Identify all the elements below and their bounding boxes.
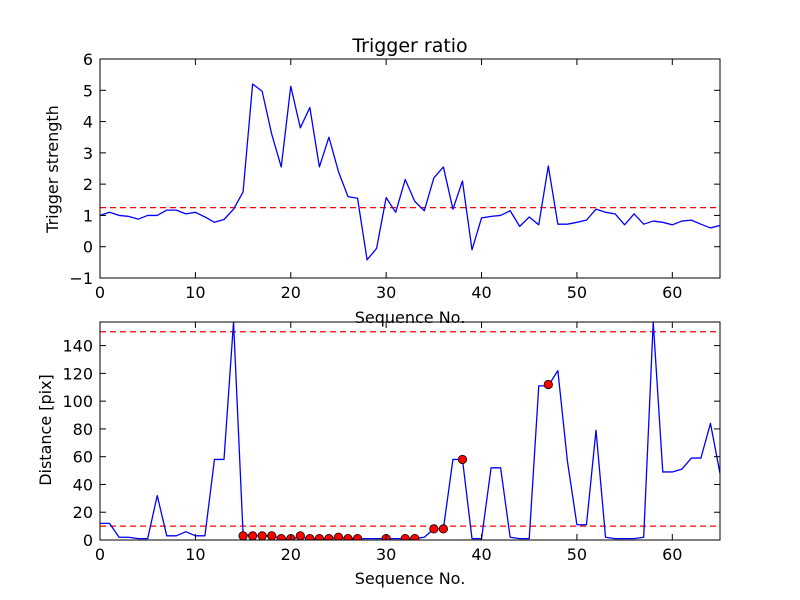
x-tick-label: 20 [281, 545, 301, 564]
data-point [429, 524, 439, 534]
y-tick-label: 40 [73, 475, 93, 494]
data-point [257, 531, 267, 540]
x-tick-label: 60 [662, 283, 682, 302]
y-tick-label: 6 [83, 50, 93, 69]
data-point [295, 531, 305, 540]
x-axis-label: Sequence No. [355, 308, 466, 327]
data-point [267, 531, 277, 540]
data-point [333, 532, 344, 540]
plot-area [100, 83, 720, 261]
y-tick-label: 0 [83, 238, 93, 257]
y-tick-label: 120 [62, 364, 93, 383]
y-tick-label: 2 [83, 175, 93, 194]
y-tick-label: 1 [83, 206, 93, 225]
y-tick-label: 100 [62, 392, 93, 411]
y-axis-label: Trigger strength [43, 105, 62, 234]
data-point [305, 534, 315, 540]
data-point [543, 379, 553, 390]
data-point [248, 531, 258, 540]
data-point [238, 531, 248, 540]
data-point [343, 534, 353, 540]
x-axis-label: Sequence No. [355, 569, 466, 588]
x-tick-label: 50 [567, 545, 587, 564]
data-point [324, 534, 334, 540]
x-tick-label: 40 [471, 545, 491, 564]
x-tick-label: 10 [185, 545, 205, 564]
x-tick-label: 40 [471, 283, 491, 302]
data-point [457, 454, 468, 465]
x-tick-label: 10 [185, 283, 205, 302]
y-tick-label: 0 [83, 531, 93, 550]
x-tick-label: 30 [376, 283, 396, 302]
plot-frame [99, 58, 721, 279]
y-tick-label: 140 [62, 337, 93, 356]
x-tick-label: 50 [567, 283, 587, 302]
y-tick-label: 60 [73, 448, 93, 467]
x-tick-label: 60 [662, 545, 682, 564]
x-tick-label: 0 [95, 545, 105, 564]
data-point [276, 534, 286, 540]
series-line [100, 322, 720, 540]
data-point [400, 534, 410, 540]
x-tick-label: 0 [95, 283, 105, 302]
x-tick-label: 20 [281, 283, 301, 302]
chart-title: Trigger ratio [351, 35, 467, 57]
y-tick-label: 20 [73, 503, 93, 522]
y-tick-label: 4 [83, 113, 93, 132]
data-point [314, 534, 324, 540]
trigger-ratio-panel: Trigger ratio Sequence No. Trigger stren… [43, 35, 721, 327]
y-tick-label: 3 [83, 144, 93, 163]
y-tick-label: 5 [83, 81, 93, 100]
data-point [438, 524, 448, 534]
plot-frame [99, 321, 721, 541]
y-axis-label: Distance [pix] [36, 374, 55, 486]
series-line [100, 83, 720, 261]
data-point [410, 534, 420, 540]
data-point [352, 534, 363, 540]
y-tick-label: −1 [69, 269, 93, 288]
x-tick-label: 30 [376, 545, 396, 564]
y-tick-label: 80 [73, 420, 93, 439]
distance-panel: Sequence No. Distance [pix] 0 10 20 30 40 50 6… [36, 321, 721, 588]
